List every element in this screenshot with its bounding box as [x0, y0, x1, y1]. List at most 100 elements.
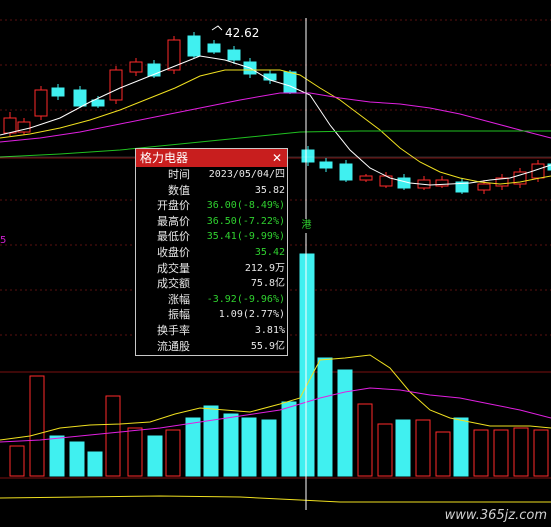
- axis-label: 5: [0, 235, 7, 246]
- volume-bar: [473, 429, 489, 477]
- info-label: 最高价: [157, 214, 190, 228]
- candle-body: [129, 61, 143, 73]
- volume-bar: [69, 441, 85, 477]
- volume-bar: [105, 395, 121, 477]
- candle-body: [455, 181, 469, 193]
- candle-body: [547, 163, 551, 171]
- info-label: 振幅: [168, 308, 190, 322]
- volume-bar: [241, 417, 257, 477]
- info-label: 成交量: [157, 261, 190, 275]
- volume-bar: [223, 413, 239, 477]
- info-value: -3.92(-9.96%): [206, 293, 285, 305]
- info-label: 开盘价: [157, 199, 190, 213]
- ma20-line: [0, 92, 551, 143]
- info-label: 换手率: [157, 323, 190, 337]
- info-value: 3.81%: [254, 324, 285, 336]
- info-row: 最高价 36.50(-7.22%): [136, 214, 287, 230]
- volume-bar: [9, 445, 25, 477]
- candle-body: [339, 163, 353, 181]
- volume-bar: [261, 419, 277, 477]
- info-value: 35.42: [254, 246, 285, 258]
- candle-body: [495, 177, 509, 187]
- info-row: 换手率 3.81%: [136, 323, 287, 339]
- popup-title: 格力电器: [140, 151, 189, 165]
- candle-body: [73, 89, 87, 107]
- info-value: 35.41(-9.99%): [206, 231, 285, 243]
- volume-bar: [513, 427, 529, 477]
- info-row: 收盘价 35.42: [136, 245, 287, 261]
- volume-bar: [185, 417, 201, 477]
- info-row: 成交量 212.9万: [136, 261, 287, 277]
- candle-body: [109, 69, 123, 101]
- candle-body: [283, 71, 297, 93]
- info-row: 数值 35.82: [136, 183, 287, 199]
- info-row: 成交额 75.8亿: [136, 276, 287, 292]
- candle-body: [477, 183, 491, 191]
- popup-title-bar[interactable]: 格力电器 ✕: [136, 149, 287, 167]
- info-label: 时间: [168, 168, 190, 181]
- candle-body: [91, 99, 105, 107]
- volume-bar: [533, 429, 549, 477]
- volume-bar: [357, 403, 373, 477]
- info-value: 212.9万: [244, 262, 285, 274]
- volume-bar: [87, 451, 103, 477]
- info-row: 振幅 1.09(2.77%): [136, 307, 287, 323]
- volume-bar: [49, 435, 65, 477]
- volume-bar: [317, 357, 333, 477]
- volume-bar: [127, 427, 143, 477]
- info-value: 35.82: [254, 184, 285, 196]
- candle-body: [207, 43, 221, 53]
- info-row: 开盘价 36.00(-8.49%): [136, 198, 287, 214]
- candle-body: [17, 121, 31, 133]
- volume-bar: [165, 429, 181, 477]
- popup-rows: 时间 2023/05/04/四数值 35.82 开盘价 36.00(-8.49%) 最高价…: [136, 167, 287, 354]
- vol-ma10-line: [0, 387, 551, 443]
- peak-pointer: [211, 25, 223, 31]
- stock-info-popup[interactable]: 格力电器 ✕ 时间 2023/05/04/四数值 35.82 开盘价 36.00(-8.…: [135, 148, 288, 356]
- volume-bar: [281, 401, 297, 477]
- info-value: 2023/05/04/四: [208, 169, 285, 180]
- info-value: 55.9亿: [250, 340, 285, 352]
- candle-body: [227, 49, 241, 61]
- close-icon[interactable]: ✕: [271, 151, 283, 165]
- info-value: 36.50(-7.22%): [206, 215, 285, 227]
- vol-ma5-line: [0, 354, 551, 441]
- volume-bar: [395, 419, 411, 477]
- hk-connect-marker: 港: [300, 219, 313, 233]
- candle-body: [3, 117, 17, 134]
- watermark: www.365jz.com: [444, 508, 547, 523]
- peak-price-label: 42.62: [225, 26, 260, 40]
- candle-body: [167, 39, 181, 71]
- info-value: 75.8亿: [250, 278, 285, 290]
- volume-bar: [453, 417, 469, 477]
- ma60-line: [0, 130, 551, 158]
- volume-bar: [203, 405, 219, 477]
- info-row: 流通股 55.9亿: [136, 339, 287, 355]
- candle-body: [301, 149, 315, 163]
- volume-bar: [493, 429, 509, 477]
- volume-bar: [299, 253, 315, 477]
- ma10-line: [0, 69, 551, 185]
- info-label: 流通股: [157, 339, 190, 353]
- ma5-line: [0, 55, 551, 186]
- info-row: 涨幅 -3.92(-9.96%): [136, 292, 287, 308]
- volume-bar: [415, 419, 431, 477]
- candle-body: [359, 175, 373, 181]
- volume-bar: [377, 423, 393, 477]
- candle-body: [319, 161, 333, 169]
- volume-bars: [9, 253, 549, 477]
- info-label: 最低价: [157, 230, 190, 244]
- info-label: 数值: [168, 183, 190, 197]
- candle-body: [34, 89, 48, 117]
- candle-body: [435, 179, 449, 187]
- candle-body: [187, 35, 201, 57]
- candles: [3, 32, 551, 194]
- volume-bar: [435, 431, 451, 477]
- volume-bar: [29, 375, 45, 477]
- volume-bar: [147, 435, 163, 477]
- info-value: 36.00(-8.49%): [206, 200, 285, 212]
- info-label: 涨幅: [168, 292, 190, 306]
- info-value: 1.09(2.77%): [218, 309, 285, 321]
- indicator-line: [0, 495, 551, 503]
